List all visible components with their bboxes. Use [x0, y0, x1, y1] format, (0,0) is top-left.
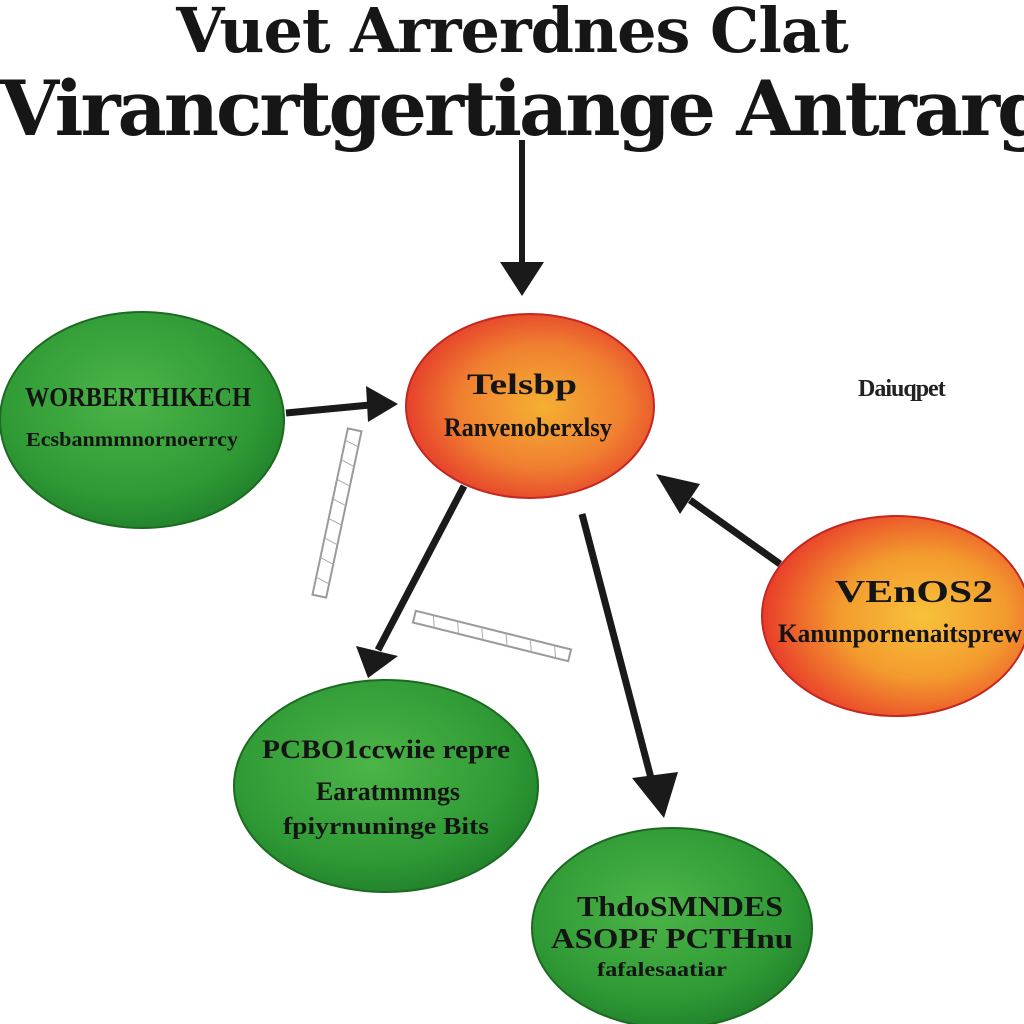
node-bottom-right-label-3: fafalesaatiar: [597, 959, 727, 981]
node-right-label-1: VEnOS2: [835, 573, 993, 609]
hatched-bar-vertical: [311, 427, 363, 599]
node-bottom-left: PCBO1ccwiie repre Earatmmngs fpiyrnuning…: [233, 679, 539, 893]
node-left-label-1: WORBERTHIKECH: [25, 382, 251, 412]
arrow-center-to-bottom-right: [578, 513, 678, 818]
node-left: WORBERTHIKECH Ecsbanmmnornoerrcy: [0, 311, 285, 529]
hatched-bar-diagonal: [411, 609, 573, 663]
node-left-label-2: Ecsbanmmnornoerrcy: [26, 429, 238, 451]
side-label: Daiuqpet: [858, 376, 946, 402]
diagram-title-line-1: Vuet Arrerdnes Clat: [176, 0, 849, 67]
arrow-right-to-center: [656, 474, 783, 567]
node-bottom-left-label-3: fpiyrnuninge Bits: [283, 814, 489, 840]
node-center-label-2: Ranvenoberxlsy: [444, 413, 612, 442]
arrow-left-to-center: [285, 386, 398, 422]
arrow-center-to-bottom-left: [356, 484, 468, 678]
diagram-title-line-2: Virancrtgertiange Antrarge: [0, 64, 1024, 153]
node-right: VEnOS2 Kanunpornenaitsprew: [761, 515, 1024, 717]
node-center: Telsbp Ranvenoberxlsy: [405, 313, 655, 499]
node-bottom-left-label-2: Earatmmngs: [316, 777, 460, 806]
arrow-title-to-center: [500, 140, 544, 296]
node-bottom-right-label-2: ASOPF PCTHnu: [551, 924, 793, 955]
node-right-label-2: Kanunpornenaitsprew: [778, 619, 1022, 648]
node-bottom-left-label-1: PCBO1ccwiie repre: [262, 735, 510, 764]
node-bottom-right-label-1: ThdoSMNDES: [577, 892, 783, 923]
node-center-label-1: Telsbp: [467, 368, 577, 401]
node-bottom-right: ThdoSMNDES ASOPF PCTHnu fafalesaatiar: [531, 827, 813, 1024]
